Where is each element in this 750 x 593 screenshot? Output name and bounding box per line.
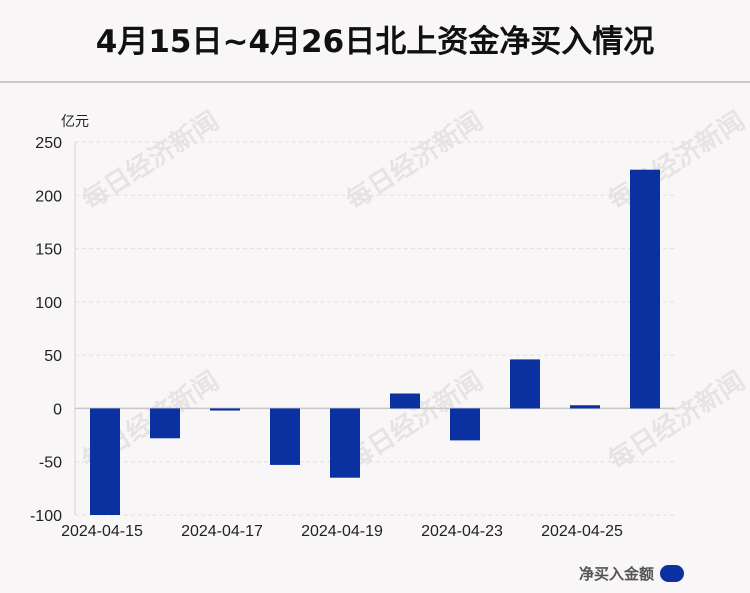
bar-2024-04-15 [90, 408, 120, 515]
y-tick-label: -100 [30, 508, 62, 525]
y-tick-label: 50 [44, 348, 62, 365]
legend: 净买入金额 [579, 563, 684, 584]
bar-2024-04-18 [270, 408, 300, 465]
axes [74, 142, 675, 515]
y-tick-label: 100 [35, 295, 62, 312]
title-divider [0, 81, 750, 83]
y-unit-label: 亿元 [61, 114, 89, 130]
bar-series [90, 169, 660, 515]
x-tick-label: 2024-04-25 [541, 523, 623, 540]
y-tick-label: -50 [39, 455, 62, 472]
y-tick-label: 0 [53, 401, 62, 418]
x-tick-label: 2024-04-17 [181, 523, 263, 540]
x-tick-label: 2024-04-19 [301, 523, 383, 540]
legend-swatch-icon [660, 565, 684, 582]
grid-lines [75, 141, 675, 516]
bar-2024-04-19 [330, 408, 360, 478]
y-tick-label: 200 [35, 188, 62, 205]
bar-2024-04-17 [210, 408, 240, 411]
x-tick-label: 2024-04-23 [421, 523, 503, 540]
bar-2024-04-24 [510, 359, 540, 409]
axis-labels: 250 200 150 100 50 0 -50 -100 亿元 2024-04-15 2024-0… [30, 114, 623, 540]
bar-2024-04-26 [630, 169, 660, 409]
bar-2024-04-16 [150, 408, 180, 439]
y-tick-label: 250 [35, 135, 62, 152]
bar-2024-04-22 [390, 393, 420, 409]
x-tick-label: 2024-04-15 [61, 523, 143, 540]
y-tick-label: 150 [35, 242, 62, 259]
chart-title: 4月15日~4月26日北上资金净买入情况 [95, 24, 655, 60]
bar-2024-04-25 [570, 405, 600, 409]
bar-2024-04-23 [450, 408, 480, 441]
legend-label: 净买入金额 [578, 565, 654, 583]
